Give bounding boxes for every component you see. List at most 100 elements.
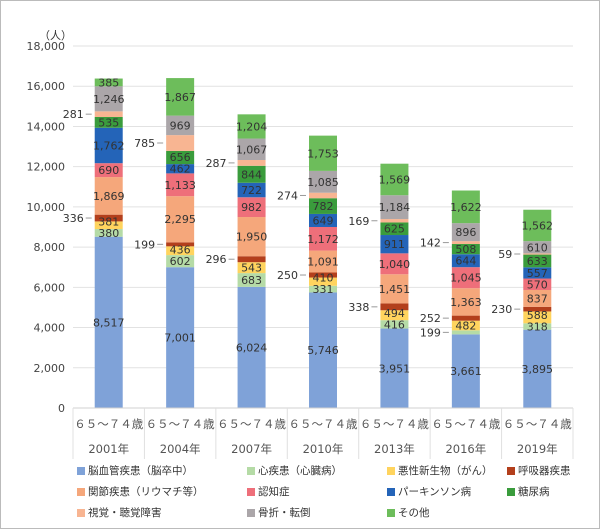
data-label: 1,045 xyxy=(450,272,482,285)
data-label: 1,867 xyxy=(164,91,196,104)
data-label: 896 xyxy=(455,226,476,239)
legend-label: 悪性新生物（がん） xyxy=(398,465,493,477)
y-unit-label: （人） xyxy=(39,29,72,42)
legend-item: 関節疾患（リウマチ等） xyxy=(77,484,247,499)
data-label: 683 xyxy=(241,274,262,287)
data-label: 338 xyxy=(348,301,369,314)
legend-item: 骨折・転倒 xyxy=(247,505,387,520)
bar-segment xyxy=(451,244,480,255)
data-label: 1,569 xyxy=(379,173,411,186)
bar-segment xyxy=(237,217,266,257)
data-label: 494 xyxy=(384,307,405,320)
x-category-label: 2013年 xyxy=(374,442,415,456)
data-label: 252 xyxy=(420,312,441,325)
bar-segment xyxy=(309,227,337,251)
bar-segment xyxy=(380,320,409,329)
data-label: 722 xyxy=(241,184,262,197)
data-label: 318 xyxy=(527,320,548,333)
data-label: 385 xyxy=(98,76,119,89)
data-label: 482 xyxy=(455,320,476,333)
legend-label: 糖尿病 xyxy=(518,486,550,498)
data-label: 2,295 xyxy=(164,213,196,226)
bar-segment xyxy=(166,164,195,174)
bar-segment xyxy=(237,262,266,274)
bar-segment xyxy=(523,241,552,254)
data-label: 1,950 xyxy=(236,231,268,244)
bar-segment xyxy=(380,328,409,408)
bar-segment xyxy=(451,267,480,289)
bar-segment xyxy=(523,323,552,330)
bar-segment xyxy=(380,163,409,196)
data-label: 557 xyxy=(527,267,548,280)
data-label: 436 xyxy=(170,244,191,257)
bar-segment xyxy=(523,254,552,268)
bar-segment xyxy=(523,209,552,242)
bar-segment xyxy=(166,196,195,243)
x-category-label: 2004年 xyxy=(160,442,201,456)
data-label: 8,517 xyxy=(93,316,125,329)
data-label: 1,363 xyxy=(450,296,482,309)
x-subcategory-label: ６５～７４歳 xyxy=(503,417,572,431)
x-subcategory-label: ６５～７４歳 xyxy=(289,417,358,431)
legend-swatch xyxy=(387,508,395,517)
data-label: 602 xyxy=(170,255,191,268)
y-tick-label: 14,000 xyxy=(27,120,66,133)
bar-segment xyxy=(523,278,552,290)
data-label: 782 xyxy=(313,200,334,213)
x-subcategory-label: ６５～７４歳 xyxy=(360,417,429,431)
data-label: 3,951 xyxy=(379,362,411,375)
x-category-label: 2019年 xyxy=(517,442,558,456)
bar-segment xyxy=(237,286,266,408)
bar-segment xyxy=(94,229,123,237)
legend-swatch xyxy=(507,466,515,475)
bar-segment xyxy=(94,116,123,128)
bar-segment xyxy=(309,250,337,273)
x-category-label: 2001年 xyxy=(88,442,129,456)
legend-item: 視覚・聴覚障害 xyxy=(77,505,247,520)
bar-segment xyxy=(237,273,266,287)
data-label: 543 xyxy=(241,262,262,275)
bar-segment xyxy=(166,115,195,136)
legend-item: パーキンソン病 xyxy=(387,484,507,499)
bar-segment xyxy=(309,135,337,171)
data-label: 336 xyxy=(63,212,84,225)
bar-segment xyxy=(451,254,480,268)
bar-segment xyxy=(237,182,266,198)
bar-segment xyxy=(166,242,195,247)
bar-segment xyxy=(451,320,480,331)
data-label: 508 xyxy=(455,243,476,256)
bar-segment xyxy=(166,255,195,268)
legend-item: 認知症 xyxy=(247,484,387,499)
data-label: 169 xyxy=(348,215,369,228)
bar-segment xyxy=(94,78,123,87)
data-label: 3,895 xyxy=(522,363,554,376)
data-label: 1,085 xyxy=(307,176,339,189)
x-subcategory-label: ６５～７４歳 xyxy=(431,417,500,431)
legend-label: 脳血管疾患（脳卒中） xyxy=(88,465,193,477)
data-label: 1,762 xyxy=(93,139,125,152)
data-label: 1,562 xyxy=(522,219,554,232)
bar-segment xyxy=(309,292,337,408)
data-label: 1,204 xyxy=(236,120,268,133)
legend-item: 糖尿病 xyxy=(507,484,599,499)
bar-segment xyxy=(237,165,266,183)
legend-swatch xyxy=(77,466,85,475)
bar-segment xyxy=(166,267,195,408)
x-category-label: 2007年 xyxy=(231,442,272,456)
bar-segment xyxy=(166,135,195,151)
legend-swatch xyxy=(387,487,395,496)
data-label: 410 xyxy=(313,272,334,285)
bar-segment xyxy=(523,267,552,279)
data-label: 230 xyxy=(491,303,512,316)
bar-segment xyxy=(237,138,266,161)
y-tick-label: 2,000 xyxy=(34,362,66,375)
data-label: 982 xyxy=(241,201,262,214)
legend: 脳血管疾患（脳卒中） 心疾患（心臓病） 悪性新生物（がん） 呼吸器疾患 関節疾患（リウマ… xyxy=(77,463,577,520)
bar-segment xyxy=(94,221,123,230)
legend-label: 骨折・転倒 xyxy=(258,507,311,519)
bar-segment xyxy=(166,150,195,165)
data-label: 274 xyxy=(277,189,298,202)
data-label: 610 xyxy=(527,241,548,254)
